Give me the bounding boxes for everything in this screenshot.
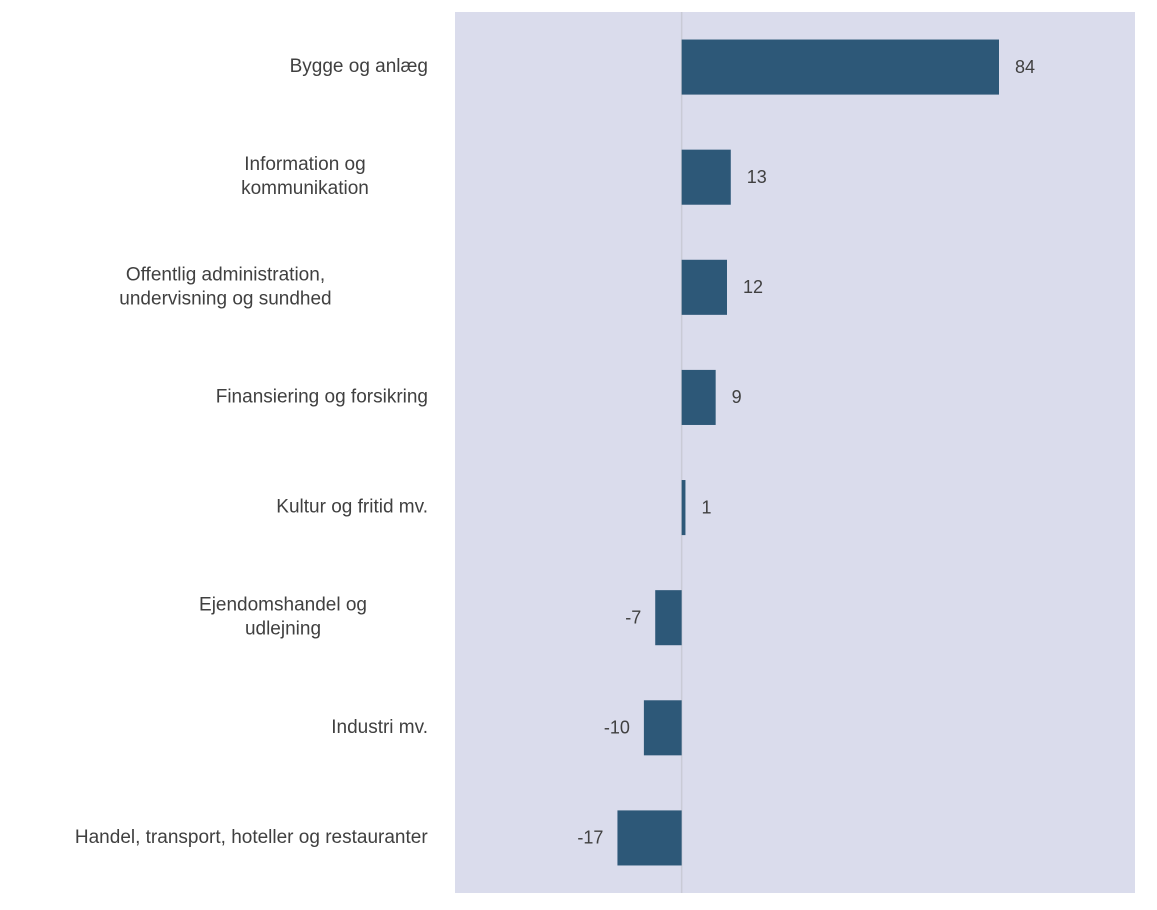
bar — [681, 369, 716, 425]
plot-background — [455, 12, 1135, 893]
category-label: Handel, transport, hoteller og restauran… — [75, 827, 428, 848]
category-labels-group: Bygge og anlæg Information og kommunikatio… — [75, 56, 428, 848]
value-label: 84 — [1015, 57, 1035, 77]
value-label: -17 — [577, 828, 603, 848]
category-label-line: undervisning og sundhed — [119, 288, 331, 309]
category-label-line: Finansiering og forsikring — [216, 386, 428, 407]
value-label: 9 — [732, 387, 742, 407]
bar — [681, 480, 686, 536]
category-label-line: Ejendomshandel og — [199, 595, 367, 616]
category-label-line: Kultur og fritid mv. — [276, 497, 428, 518]
value-label: -7 — [625, 607, 641, 627]
category-label-line: Offentlig administration, — [126, 264, 325, 285]
bar — [681, 39, 999, 95]
value-label: 13 — [747, 167, 767, 187]
category-label: Kultur og fritid mv. — [276, 497, 428, 518]
category-label: Information og kommunikation — [241, 154, 369, 199]
category-label: Bygge og anlæg — [290, 56, 428, 77]
value-labels-group: 84 13 12 9 1 -7 -10 -17 — [577, 57, 1035, 848]
category-label: Ejendomshandel og udlejning — [199, 595, 367, 640]
category-label: Offentlig administration, undervisning og… — [119, 264, 331, 309]
bar — [655, 590, 682, 646]
value-label: 1 — [701, 497, 711, 517]
category-label-line: kommunikation — [241, 178, 369, 199]
category-label-line: Handel, transport, hoteller og restauran… — [75, 827, 428, 848]
category-label: Finansiering og forsikring — [216, 386, 428, 407]
category-label: Industri mv. — [331, 717, 428, 738]
category-label-line: Information og — [244, 154, 365, 175]
bar — [617, 810, 682, 866]
bar — [681, 259, 727, 315]
bar — [643, 700, 682, 756]
category-label-line: udlejning — [245, 619, 321, 640]
category-label-line: Bygge og anlæg — [290, 56, 428, 77]
bar — [681, 149, 731, 205]
bars-group — [617, 39, 999, 866]
value-label: -10 — [604, 718, 630, 738]
category-label-line: Industri mv. — [331, 717, 428, 738]
value-label: 12 — [743, 277, 763, 297]
